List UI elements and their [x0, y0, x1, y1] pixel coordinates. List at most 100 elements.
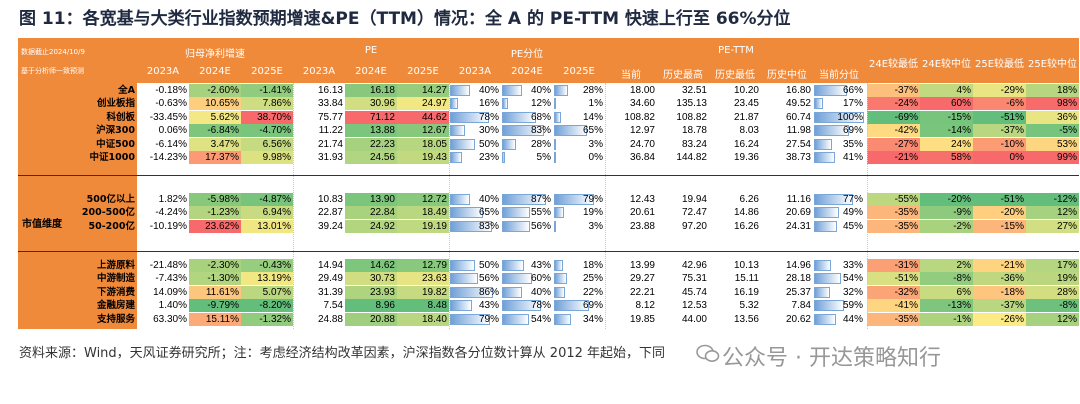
- ttm-3: 28.18: [785, 273, 811, 285]
- header-pct-2024E: 2024E: [511, 66, 543, 77]
- growth-2023A: 0.06%: [158, 125, 187, 137]
- growth-2025E: 13.01%: [241, 219, 293, 233]
- compare-2: -21%: [973, 259, 1026, 272]
- compare-1: -1%: [920, 312, 973, 326]
- pe-2025E: 19.43: [397, 151, 449, 164]
- ttm-0: 20.61: [629, 207, 655, 219]
- compare-3: 53%: [1026, 137, 1079, 151]
- ttm-1: 42.96: [681, 260, 707, 271]
- pct-value: 56%: [530, 220, 551, 232]
- growth-2024E: -6.84%: [189, 124, 241, 138]
- ttm-current-pct: 54%: [813, 272, 865, 285]
- compare-0: -31%: [867, 259, 920, 272]
- pe-2024E: 22.23: [345, 137, 397, 151]
- pct-value: 49%: [842, 207, 863, 219]
- compare-0: -51%: [867, 272, 920, 286]
- pct-value: 60%: [530, 273, 551, 285]
- pct-2024E: 78%: [501, 299, 553, 312]
- pct-2023A: 83%: [449, 220, 501, 233]
- header-ttm-0: 当前: [621, 70, 641, 81]
- pct-2023A: 50%: [449, 138, 501, 151]
- column-separator: [449, 83, 450, 329]
- pct-value: 34%: [582, 313, 603, 325]
- compare-1: -20%: [920, 193, 973, 206]
- ttm-current-pct: 45%: [813, 220, 865, 233]
- compare-3: 98%: [1026, 97, 1079, 111]
- pct-bar: [554, 98, 556, 110]
- pct-bar: [502, 85, 522, 96]
- pe-2025E: 23.63: [397, 272, 449, 286]
- pe-2024E: 71.12: [345, 110, 397, 124]
- compare-2: -51%: [973, 110, 1026, 124]
- pct-2025E: 0%: [553, 151, 605, 164]
- pe-2025E: 18.40: [397, 312, 449, 326]
- ttm-1: 97.20: [681, 220, 707, 232]
- growth-2025E: -1.32%: [241, 312, 293, 326]
- growth-2025E: 38.70%: [241, 110, 293, 124]
- pct-2023A: 16%: [449, 97, 501, 110]
- pct-value: 43%: [530, 260, 551, 271]
- pct-bar: [814, 111, 864, 123]
- pe-2023A: 14.94: [317, 260, 343, 271]
- header-ttm-3: 历史中位: [767, 70, 807, 81]
- compare-1: 2%: [920, 259, 973, 272]
- pct-bar: [814, 207, 839, 219]
- growth-2023A: -14.23%: [149, 152, 187, 163]
- pe-2024E: 23.93: [345, 285, 397, 299]
- pct-value: 56%: [478, 273, 499, 285]
- pct-value: 18%: [582, 260, 603, 271]
- pct-bar: [554, 313, 571, 325]
- compare-3: -12%: [1026, 193, 1079, 206]
- pct-bar: [814, 300, 844, 312]
- compare-3: -5%: [1026, 124, 1079, 138]
- header-pe-2023A: 2023A: [302, 66, 336, 77]
- growth-2024E: -5.98%: [189, 193, 241, 206]
- ttm-1: 45.74: [681, 286, 707, 298]
- pct-bar: [502, 207, 530, 219]
- compare-1: 6%: [920, 285, 973, 299]
- pct-bar: [502, 300, 541, 312]
- pe-2025E: 18.49: [397, 206, 449, 220]
- pct-value: 54%: [842, 273, 863, 285]
- pct-value: 79%: [582, 194, 603, 205]
- compare-0: -35%: [867, 219, 920, 233]
- ttm-2: 10.13: [733, 260, 759, 271]
- pe-2024E: 16.18: [345, 84, 397, 97]
- growth-2024E: -2.30%: [189, 259, 241, 272]
- pct-value: 78%: [478, 111, 499, 123]
- pct-bar: [554, 207, 564, 219]
- compare-1: 4%: [920, 84, 973, 97]
- pct-value: 40%: [478, 85, 499, 96]
- row-label: 中游制造: [96, 273, 135, 285]
- growth-2023A: -0.18%: [155, 85, 187, 96]
- ttm-0: 108.82: [624, 111, 655, 123]
- pct-bar: [554, 111, 561, 123]
- ttm-0: 8.12: [635, 300, 655, 312]
- pe-2025E: 12.67: [397, 124, 449, 138]
- compare-2: 0%: [973, 151, 1026, 164]
- pct-2023A: 40%: [449, 193, 501, 206]
- compare-0: -24%: [867, 97, 920, 111]
- row-label: 200-500亿: [81, 207, 135, 219]
- growth-2025E: -4.70%: [241, 124, 293, 138]
- pct-2024E: 54%: [501, 313, 553, 326]
- pe-2023A: 7.54: [323, 300, 343, 312]
- pe-2023A: 16.13: [317, 85, 343, 96]
- pct-value: 40%: [530, 85, 551, 96]
- pct-value: 86%: [478, 286, 499, 298]
- growth-2023A: -6.14%: [155, 138, 187, 150]
- growth-2025E: -1.41%: [241, 84, 293, 97]
- ttm-current-pct: 35%: [813, 138, 865, 151]
- pct-2024E: 43%: [501, 259, 553, 272]
- pct-bar: [554, 286, 565, 298]
- pct-bar: [450, 98, 458, 110]
- pct-value: 3%: [588, 138, 603, 150]
- ttm-3: 25.37: [785, 286, 811, 298]
- pct-2024E: 56%: [501, 220, 553, 233]
- ttm-current-pct: 44%: [813, 313, 865, 326]
- pct-value: 1%: [588, 98, 603, 110]
- ttm-current-pct: 100%: [813, 111, 865, 124]
- growth-2023A: -7.43%: [155, 273, 187, 285]
- compare-1: 60%: [920, 97, 973, 111]
- pct-value: 83%: [478, 220, 499, 232]
